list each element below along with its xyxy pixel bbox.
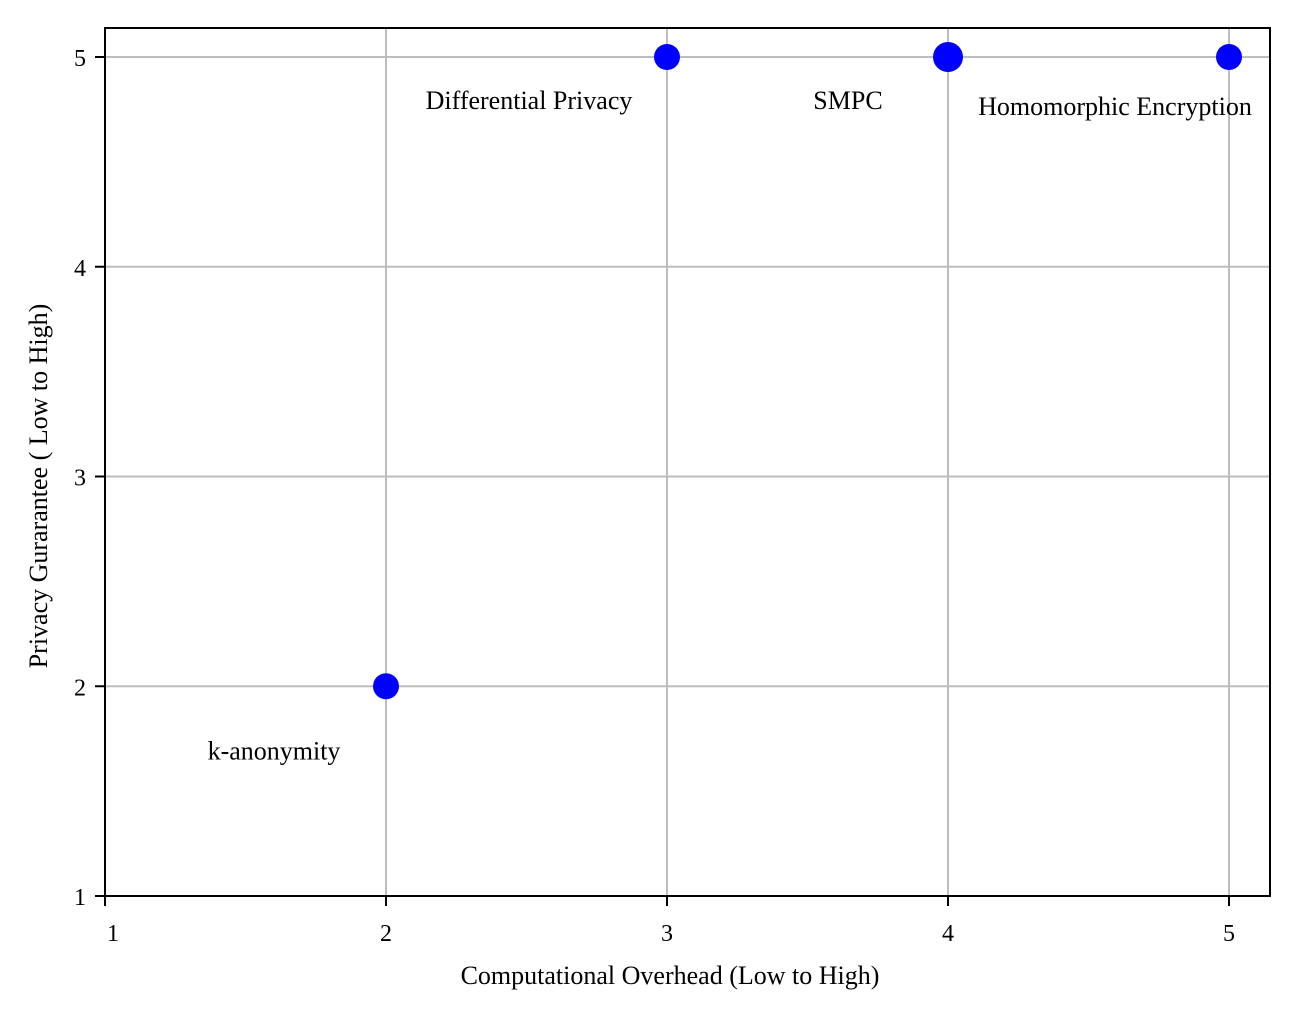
point-labels: k-anonymity Differential Privacy SMPC Homom…: [208, 86, 1252, 765]
tick-labels: 1 2 3 4 5 1 2 3 4 5: [74, 46, 1235, 947]
y-tick-label: 5: [74, 46, 86, 72]
y-tick-label: 4: [74, 256, 86, 282]
y-tick-label: 1: [74, 885, 86, 911]
data-point-label: Homomorphic Encryption: [978, 92, 1252, 121]
x-tick-label: 4: [942, 921, 954, 947]
data-point: [1216, 44, 1242, 70]
y-axis-title: Privacy Gurarantee ( Low to High): [24, 304, 53, 669]
data-point-label: SMPC: [813, 86, 882, 115]
plot-frame: [104, 27, 1271, 897]
data-point: [373, 673, 399, 700]
x-tick-label: 5: [1223, 921, 1235, 947]
data-point-label: k-anonymity: [208, 736, 341, 765]
y-tick-label: 2: [74, 675, 86, 701]
data-points: [373, 42, 1242, 700]
data-point: [654, 44, 680, 70]
data-point-label: Differential Privacy: [426, 86, 633, 115]
x-tick-label: 2: [380, 921, 392, 947]
grid-lines: [105, 28, 1270, 896]
x-axis-title: Computational Overhead (Low to High): [461, 961, 880, 990]
axis-ticks: [95, 56, 1230, 906]
y-tick-label: 3: [74, 466, 86, 492]
x-tick-label: 3: [661, 921, 673, 947]
x-tick-label: 1: [107, 921, 119, 947]
data-point: [933, 42, 963, 72]
